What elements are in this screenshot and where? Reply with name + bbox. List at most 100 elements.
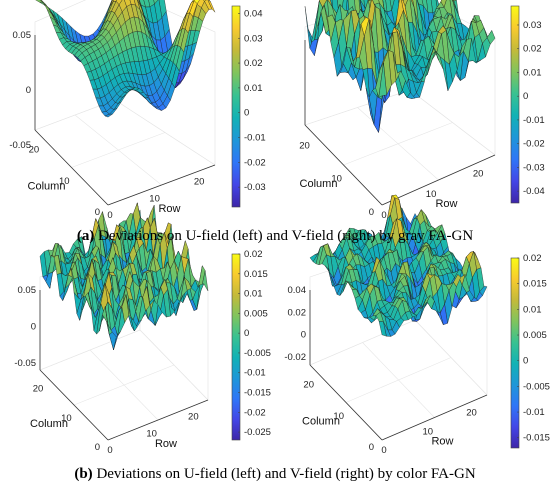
row-tick-label: 20 bbox=[473, 168, 484, 179]
column-tick-label: 0 bbox=[95, 207, 100, 218]
colorbar-tick-label: -0.005 bbox=[523, 381, 550, 392]
surface-face bbox=[203, 0, 207, 2]
row-axis-line bbox=[381, 394, 488, 441]
colorbar-tick-label: -0.015 bbox=[244, 388, 271, 399]
row-axis-line bbox=[381, 154, 496, 206]
colorbar-tick-label: -0.02 bbox=[523, 139, 545, 150]
colorbar-tick-label: -0.02 bbox=[244, 157, 266, 168]
colorbar-tick-label: 0.02 bbox=[244, 249, 263, 260]
colorbar-tick-label: 0.02 bbox=[523, 44, 542, 55]
colorbar-tick-label: 0.03 bbox=[244, 33, 263, 44]
colorbar bbox=[231, 5, 241, 208]
column-axis-label: Column bbox=[28, 181, 66, 193]
row-tick-label: 0 bbox=[107, 445, 112, 456]
colorbar-tick-label: 0 bbox=[244, 108, 249, 119]
surface-panel-4: 0 10 20 0 10 20 -0.02 0 0.02 0.04 Row Column 0.02 0.0… bbox=[284, 194, 550, 456]
column-tick-label: 20 bbox=[33, 384, 44, 395]
row-axis-label: Row bbox=[431, 436, 453, 448]
z-tick-label: 0.02 bbox=[288, 307, 307, 318]
row-axis-label: Row bbox=[155, 438, 177, 450]
floor-grid-line bbox=[304, 89, 411, 126]
colorbar bbox=[510, 5, 520, 204]
colorbar-tick-label: -0.01 bbox=[523, 115, 545, 126]
surface-face bbox=[105, 306, 113, 336]
row-axis-label: Row bbox=[435, 198, 457, 210]
surface-face bbox=[104, 113, 114, 118]
z-tick-label: -0.05 bbox=[9, 140, 31, 151]
column-tick-label: 10 bbox=[333, 411, 344, 422]
colorbar bbox=[510, 257, 520, 449]
z-tick-label: 0 bbox=[301, 330, 306, 341]
surface-face bbox=[43, 3, 52, 14]
colorbar-tick-label: -0.015 bbox=[523, 433, 550, 444]
column-axis-label: Column bbox=[302, 416, 340, 428]
row-tick-label: 10 bbox=[422, 426, 433, 437]
caption-a: (a) Deviations on U-field (left) and V-f… bbox=[0, 228, 550, 245]
floor-grid-line bbox=[139, 329, 209, 401]
row-tick-label: 10 bbox=[149, 193, 160, 204]
column-axis-line bbox=[304, 124, 383, 206]
floor-grid-line bbox=[409, 89, 496, 156]
column-tick-label: 0 bbox=[369, 442, 374, 453]
floor-grid-line bbox=[414, 319, 488, 396]
z-tick-label: 0 bbox=[31, 322, 36, 333]
colorbar-tick-label: -0.025 bbox=[244, 427, 271, 438]
floor-grid-line bbox=[343, 122, 453, 166]
colorbar-tick-label: 0.005 bbox=[244, 308, 268, 319]
column-tick-label: 10 bbox=[331, 174, 342, 185]
row-tick-label: 0 bbox=[381, 210, 386, 221]
colorbar-tick-label: -0.03 bbox=[523, 162, 545, 173]
surface-panel-2: 0 10 20 0 10 20 Row Column 0.03 0.02 0.01 0 -0.01 -0.… bbox=[299, 0, 545, 221]
caption-b-tag: (b) bbox=[74, 466, 93, 482]
column-axis-line bbox=[34, 129, 109, 206]
caption-a-text: Deviations on U-field (left) and V-field… bbox=[94, 228, 474, 244]
colorbar-tick-label: -0.01 bbox=[244, 133, 266, 144]
colorbar-tick-label: -0.04 bbox=[523, 186, 545, 197]
surface-face bbox=[378, 320, 387, 337]
colorbar-tick-label: -0.02 bbox=[244, 407, 266, 418]
colorbar-tick-label: 0 bbox=[523, 91, 528, 102]
column-tick-label: 10 bbox=[61, 413, 72, 424]
colorbar-tick-label: 0.005 bbox=[523, 330, 547, 341]
row-tick-label: 0 bbox=[381, 445, 386, 456]
colorbar-tick-label: -0.03 bbox=[244, 182, 266, 193]
colorbar bbox=[231, 253, 241, 441]
colorbar-tick-label: 0.04 bbox=[244, 8, 263, 19]
column-axis-label: Column bbox=[300, 178, 338, 190]
floor-grid-line bbox=[73, 364, 175, 406]
colorbar-tick-label: 0.01 bbox=[523, 67, 542, 78]
row-tick-label: 0 bbox=[107, 210, 112, 221]
z-tick-label: -0.02 bbox=[284, 352, 306, 363]
floor-grid-line bbox=[71, 132, 166, 168]
colorbar-tick-label: -0.01 bbox=[244, 368, 266, 379]
z-tick-label: 0.05 bbox=[18, 285, 37, 296]
z-tick-label: -0.05 bbox=[14, 358, 36, 369]
column-axis-line bbox=[309, 364, 383, 441]
colorbar-tick-label: -0.005 bbox=[244, 348, 271, 359]
column-axis-label: Column bbox=[30, 418, 68, 430]
colorbar-tick-label: 0.015 bbox=[523, 279, 547, 290]
colorbar-tick-label: 0.015 bbox=[244, 269, 268, 280]
colorbar-tick-label: 0 bbox=[244, 328, 249, 339]
row-tick-label: 20 bbox=[194, 177, 205, 188]
column-tick-label: 20 bbox=[299, 140, 310, 151]
colorbar-tick-label: 0.03 bbox=[523, 20, 542, 31]
row-tick-label: 20 bbox=[466, 408, 477, 419]
z-tick-label: 0.04 bbox=[288, 285, 307, 296]
column-axis-line bbox=[39, 369, 109, 441]
surface-face bbox=[207, 0, 216, 13]
row-tick-label: 20 bbox=[188, 412, 199, 423]
column-tick-label: 20 bbox=[303, 380, 314, 391]
row-tick-label: 10 bbox=[426, 189, 437, 200]
column-tick-label: 0 bbox=[369, 207, 374, 218]
row-axis-line bbox=[107, 399, 209, 441]
surface-panel-1: 0102001020-0.0500.05RowColumn0.040.030.0… bbox=[9, 0, 266, 221]
floor-grid-line bbox=[114, 99, 216, 166]
caption-b-text: Deviations on U-field (left) and V-field… bbox=[92, 466, 476, 482]
column-tick-label: 20 bbox=[29, 145, 40, 156]
caption-a-tag: (a) bbox=[76, 228, 95, 244]
z-tick-label: 0 bbox=[26, 85, 31, 96]
row-axis-line bbox=[107, 164, 216, 206]
row-axis-label: Row bbox=[158, 203, 180, 215]
